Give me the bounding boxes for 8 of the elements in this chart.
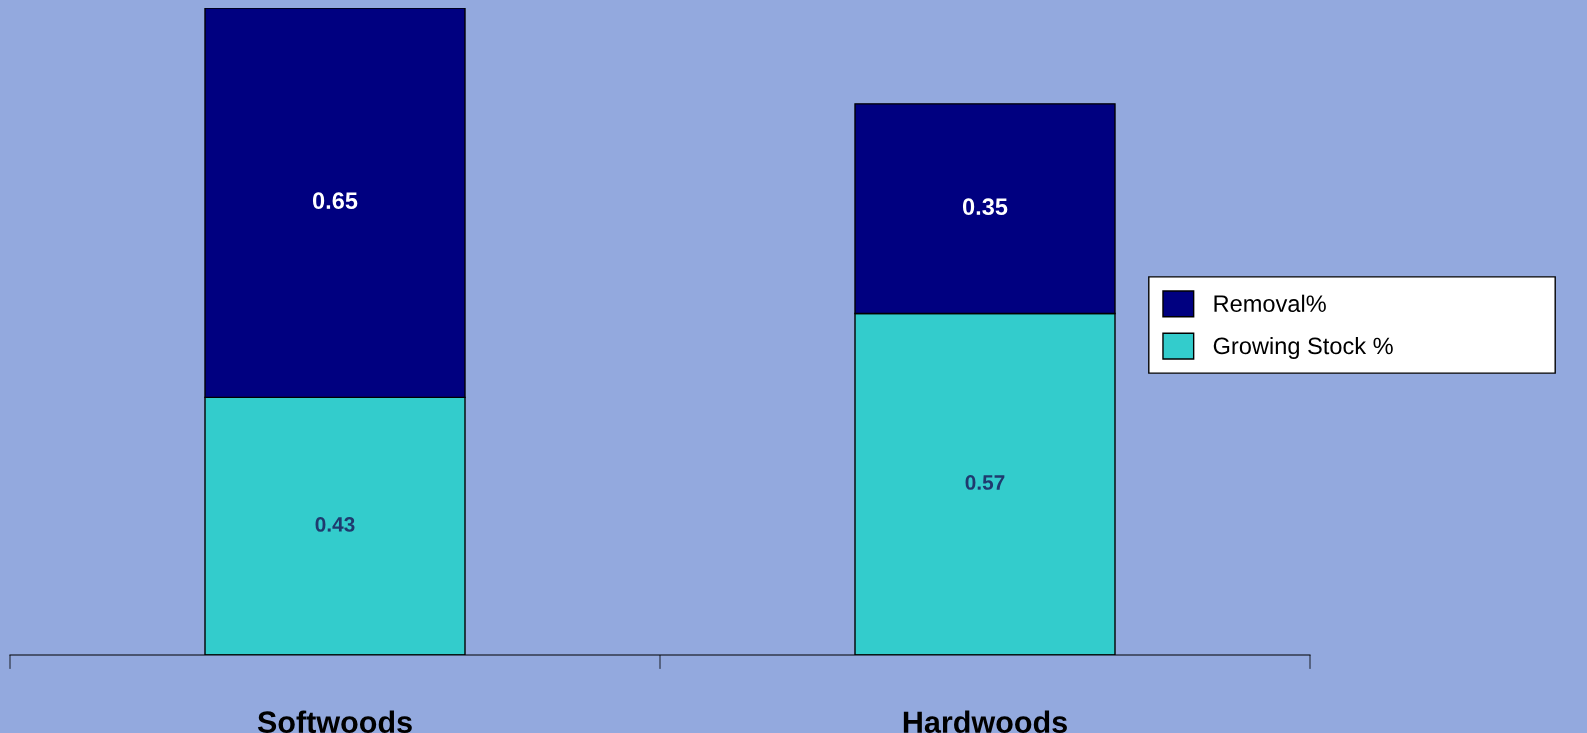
data-label: 0.65	[312, 192, 358, 210]
legend-label: Growing Stock %	[1213, 336, 1393, 359]
data-label: 0.35	[962, 198, 1008, 216]
legend-label: Removal%	[1214, 294, 1326, 313]
data-label: 0.57	[965, 475, 1005, 490]
x-tick-label: Softwoods	[257, 710, 412, 733]
x-tick-label: Hardwoods	[903, 710, 1067, 733]
data-label: 0.43	[315, 517, 355, 532]
